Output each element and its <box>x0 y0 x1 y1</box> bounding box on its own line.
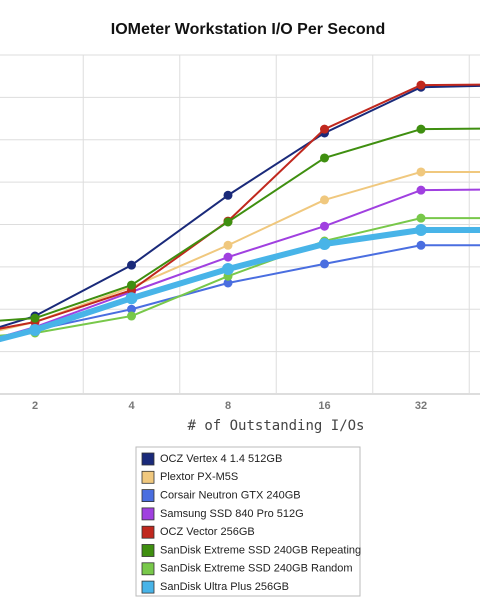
data-point <box>320 195 329 205</box>
legend-label: SanDisk Extreme SSD 240GB Random <box>160 563 353 575</box>
chart-title: IOMeter Workstation I/O Per Second <box>111 21 385 38</box>
data-point <box>320 221 329 231</box>
data-point <box>223 252 233 262</box>
data-point <box>223 217 233 227</box>
data-point <box>30 313 40 323</box>
legend-swatch <box>141 452 155 466</box>
data-point <box>416 213 426 223</box>
legend-swatch <box>141 470 155 484</box>
data-point <box>127 260 136 270</box>
legend-swatch <box>141 544 155 557</box>
data-point <box>223 278 233 288</box>
x-tick-label: 4 <box>128 400 135 412</box>
data-point <box>125 292 138 305</box>
x-axis-title: # of Outstanding I/Os <box>187 418 364 434</box>
legend-label: SanDisk Ultra Plus 256GB <box>160 581 289 593</box>
legend-swatch <box>141 507 155 521</box>
x-tick-label: 8 <box>225 400 231 412</box>
data-point <box>416 167 426 177</box>
data-point <box>222 262 234 275</box>
data-point <box>320 259 329 269</box>
data-point <box>127 304 136 314</box>
x-tick-label: 16 <box>318 400 330 412</box>
x-tick-label: 2 <box>32 400 38 412</box>
series-line <box>0 83 480 330</box>
legend-label: Samsung SSD 840 Pro 512G <box>160 508 304 520</box>
data-point <box>416 80 426 90</box>
legend-swatch <box>141 525 155 539</box>
data-point <box>223 240 233 250</box>
data-point <box>29 324 41 337</box>
legend-label: OCZ Vertex 4 1.4 512GB <box>160 453 282 465</box>
x-tick-label: 32 <box>415 400 427 412</box>
legend-label: Corsair Neutron GTX 240GB <box>160 490 301 502</box>
data-point <box>127 311 136 321</box>
data-point <box>416 124 426 134</box>
data-point <box>223 190 233 200</box>
legend-swatch <box>141 562 155 576</box>
series-line <box>0 84 480 328</box>
data-point <box>416 240 426 250</box>
data-point <box>320 124 329 134</box>
data-point <box>320 153 329 163</box>
legend-swatch <box>141 580 155 594</box>
legend <box>135 446 361 597</box>
legend-label: OCZ Vector 256GB <box>160 526 255 538</box>
legend-label: SanDisk Extreme SSD 240GB Repeating <box>160 544 361 556</box>
data-point <box>416 185 426 195</box>
data-point <box>127 280 136 290</box>
data-point <box>318 237 331 250</box>
data-point <box>415 224 427 237</box>
legend-swatch <box>141 489 155 503</box>
legend-label: Plextor PX-M5S <box>160 471 238 483</box>
